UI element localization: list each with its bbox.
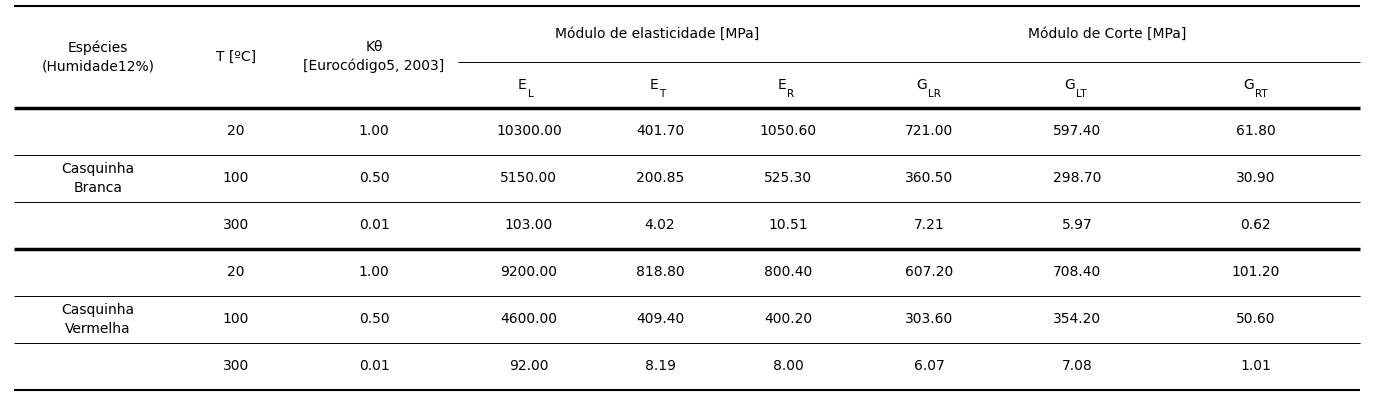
Text: L: L — [528, 89, 533, 99]
Text: 400.20: 400.20 — [764, 312, 812, 326]
Text: Kθ
[Eurocódigo5, 2003]: Kθ [Eurocódigo5, 2003] — [304, 40, 445, 73]
Text: 100: 100 — [223, 171, 249, 185]
Text: 401.70: 401.70 — [636, 124, 684, 138]
Text: Espécies
(Humidade12%): Espécies (Humidade12%) — [41, 40, 155, 73]
Text: 103.00: 103.00 — [504, 218, 552, 232]
Text: 200.85: 200.85 — [636, 171, 684, 185]
Text: 61.80: 61.80 — [1235, 124, 1275, 138]
Text: 4.02: 4.02 — [644, 218, 676, 232]
Text: 721.00: 721.00 — [905, 124, 954, 138]
Text: 360.50: 360.50 — [905, 171, 954, 185]
Text: T: T — [660, 89, 665, 99]
Text: 0.62: 0.62 — [1241, 218, 1271, 232]
Text: 9200.00: 9200.00 — [500, 265, 558, 280]
Text: 50.60: 50.60 — [1237, 312, 1275, 326]
Text: 6.07: 6.07 — [914, 360, 945, 373]
Text: 5.97: 5.97 — [1062, 218, 1092, 232]
Text: LR: LR — [929, 89, 941, 99]
Text: 303.60: 303.60 — [905, 312, 954, 326]
Text: Módulo de Corte [MPa]: Módulo de Corte [MPa] — [1028, 27, 1187, 41]
Text: 30.90: 30.90 — [1237, 171, 1275, 185]
Text: E: E — [650, 78, 658, 92]
Text: RT: RT — [1254, 89, 1267, 99]
Text: 409.40: 409.40 — [636, 312, 684, 326]
Text: 300: 300 — [223, 218, 249, 232]
Text: 10.51: 10.51 — [768, 218, 808, 232]
Text: Módulo de elasticidade [MPa]: Módulo de elasticidade [MPa] — [555, 27, 758, 41]
Text: 20: 20 — [227, 124, 245, 138]
Text: 7.21: 7.21 — [914, 218, 945, 232]
Text: 8.19: 8.19 — [644, 360, 676, 373]
Text: 0.01: 0.01 — [359, 360, 389, 373]
Text: 7.08: 7.08 — [1062, 360, 1092, 373]
Text: 1.01: 1.01 — [1241, 360, 1271, 373]
Text: E: E — [778, 78, 786, 92]
Text: 607.20: 607.20 — [905, 265, 954, 280]
Text: Casquinha
Vermelha: Casquinha Vermelha — [62, 303, 135, 336]
Text: 20: 20 — [227, 265, 245, 280]
Text: T [ºC]: T [ºC] — [216, 50, 256, 64]
Text: 800.40: 800.40 — [764, 265, 812, 280]
Text: 708.40: 708.40 — [1054, 265, 1102, 280]
Text: 10300.00: 10300.00 — [496, 124, 562, 138]
Text: 354.20: 354.20 — [1054, 312, 1102, 326]
Text: G: G — [916, 78, 927, 92]
Text: 525.30: 525.30 — [764, 171, 812, 185]
Text: R: R — [787, 89, 794, 99]
Text: 298.70: 298.70 — [1052, 171, 1102, 185]
Text: 300: 300 — [223, 360, 249, 373]
Text: 8.00: 8.00 — [772, 360, 804, 373]
Text: 5150.00: 5150.00 — [500, 171, 558, 185]
Text: 92.00: 92.00 — [510, 360, 548, 373]
Text: 1.00: 1.00 — [359, 265, 389, 280]
Text: 0.50: 0.50 — [359, 312, 389, 326]
Text: G: G — [1065, 78, 1076, 92]
Text: 597.40: 597.40 — [1054, 124, 1102, 138]
Text: 4600.00: 4600.00 — [500, 312, 558, 326]
Text: 100: 100 — [223, 312, 249, 326]
Text: 0.50: 0.50 — [359, 171, 389, 185]
Text: G: G — [1243, 78, 1253, 92]
Text: LT: LT — [1076, 89, 1087, 99]
Text: E: E — [518, 78, 526, 92]
Text: 818.80: 818.80 — [636, 265, 684, 280]
Text: Casquinha
Branca: Casquinha Branca — [62, 162, 135, 194]
Text: 1.00: 1.00 — [359, 124, 389, 138]
Text: 101.20: 101.20 — [1231, 265, 1279, 280]
Text: 0.01: 0.01 — [359, 218, 389, 232]
Text: 1050.60: 1050.60 — [760, 124, 816, 138]
